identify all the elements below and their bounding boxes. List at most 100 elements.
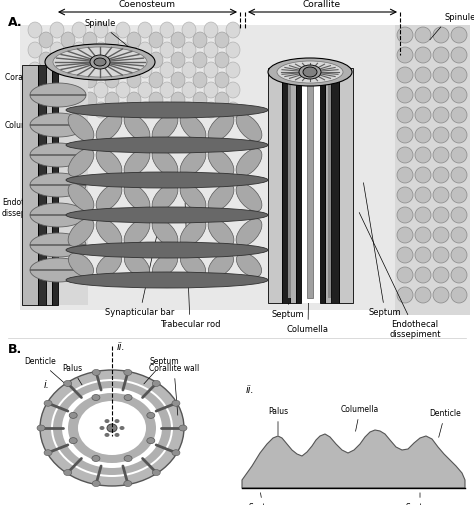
- Ellipse shape: [397, 107, 413, 123]
- Ellipse shape: [204, 42, 218, 58]
- Ellipse shape: [124, 481, 132, 487]
- Ellipse shape: [226, 82, 240, 98]
- Ellipse shape: [107, 424, 117, 432]
- Ellipse shape: [116, 62, 130, 78]
- Ellipse shape: [68, 114, 94, 141]
- Ellipse shape: [160, 42, 174, 58]
- Ellipse shape: [179, 425, 187, 431]
- Ellipse shape: [147, 413, 155, 418]
- Ellipse shape: [433, 127, 449, 143]
- Ellipse shape: [116, 42, 130, 58]
- Ellipse shape: [96, 219, 122, 246]
- Ellipse shape: [72, 42, 86, 58]
- Ellipse shape: [433, 87, 449, 103]
- Ellipse shape: [61, 92, 75, 108]
- Bar: [46, 65, 52, 305]
- Ellipse shape: [193, 92, 207, 108]
- Ellipse shape: [96, 184, 122, 211]
- Ellipse shape: [451, 167, 467, 183]
- Ellipse shape: [433, 27, 449, 43]
- Text: Coenosteum: Coenosteum: [118, 0, 175, 9]
- Ellipse shape: [44, 400, 52, 406]
- Ellipse shape: [415, 27, 431, 43]
- Text: Septum: Septum: [272, 183, 304, 319]
- Polygon shape: [30, 233, 86, 257]
- Ellipse shape: [303, 67, 317, 77]
- Bar: [290, 68, 296, 303]
- Ellipse shape: [397, 27, 413, 43]
- Ellipse shape: [66, 242, 268, 258]
- Ellipse shape: [415, 87, 431, 103]
- Ellipse shape: [451, 247, 467, 263]
- Ellipse shape: [92, 394, 100, 400]
- Ellipse shape: [397, 167, 413, 183]
- Ellipse shape: [204, 62, 218, 78]
- Ellipse shape: [397, 87, 413, 103]
- Ellipse shape: [153, 253, 178, 277]
- Ellipse shape: [28, 82, 42, 98]
- Ellipse shape: [68, 148, 94, 176]
- Ellipse shape: [90, 55, 110, 69]
- Ellipse shape: [236, 148, 262, 176]
- Ellipse shape: [181, 253, 206, 277]
- Text: Endothecal
dissepiment: Endothecal dissepiment: [2, 187, 50, 218]
- Ellipse shape: [61, 32, 75, 48]
- Ellipse shape: [68, 184, 94, 211]
- Ellipse shape: [415, 127, 431, 143]
- Ellipse shape: [204, 82, 218, 98]
- Ellipse shape: [415, 67, 431, 83]
- Ellipse shape: [451, 287, 467, 303]
- Ellipse shape: [433, 247, 449, 263]
- Ellipse shape: [226, 42, 240, 58]
- Ellipse shape: [171, 32, 185, 48]
- Ellipse shape: [66, 207, 268, 223]
- Ellipse shape: [451, 187, 467, 203]
- Bar: [282, 68, 290, 303]
- Ellipse shape: [182, 62, 196, 78]
- Bar: [296, 68, 301, 303]
- Ellipse shape: [104, 433, 109, 437]
- Ellipse shape: [193, 32, 207, 48]
- Bar: [20, 25, 415, 310]
- Ellipse shape: [180, 148, 206, 176]
- Text: Denticle: Denticle: [24, 357, 68, 386]
- Ellipse shape: [215, 52, 229, 68]
- Ellipse shape: [105, 32, 119, 48]
- Ellipse shape: [171, 72, 185, 88]
- Ellipse shape: [119, 426, 125, 430]
- Ellipse shape: [28, 42, 42, 58]
- Ellipse shape: [415, 267, 431, 283]
- Polygon shape: [30, 173, 86, 197]
- Ellipse shape: [149, 92, 163, 108]
- Text: ii.: ii.: [117, 342, 126, 352]
- Bar: [309, 73, 311, 298]
- Bar: [328, 73, 331, 298]
- Ellipse shape: [66, 137, 268, 153]
- Text: Septum: Septum: [248, 493, 278, 505]
- Bar: [307, 73, 313, 298]
- Ellipse shape: [451, 47, 467, 63]
- Ellipse shape: [299, 65, 321, 79]
- Ellipse shape: [61, 52, 75, 68]
- Polygon shape: [242, 430, 465, 488]
- Ellipse shape: [215, 92, 229, 108]
- Ellipse shape: [451, 67, 467, 83]
- Ellipse shape: [116, 22, 130, 38]
- Ellipse shape: [50, 22, 64, 38]
- Bar: [22, 65, 38, 305]
- Ellipse shape: [182, 82, 196, 98]
- Ellipse shape: [138, 102, 152, 118]
- Ellipse shape: [208, 114, 234, 141]
- Text: Corallite wall: Corallite wall: [5, 74, 55, 83]
- Ellipse shape: [397, 187, 413, 203]
- Ellipse shape: [268, 58, 352, 86]
- Ellipse shape: [104, 419, 109, 423]
- Ellipse shape: [50, 102, 64, 118]
- Ellipse shape: [451, 227, 467, 243]
- Ellipse shape: [397, 67, 413, 83]
- Ellipse shape: [124, 184, 150, 211]
- Polygon shape: [30, 203, 86, 227]
- Ellipse shape: [127, 72, 141, 88]
- Ellipse shape: [451, 267, 467, 283]
- Ellipse shape: [28, 62, 42, 78]
